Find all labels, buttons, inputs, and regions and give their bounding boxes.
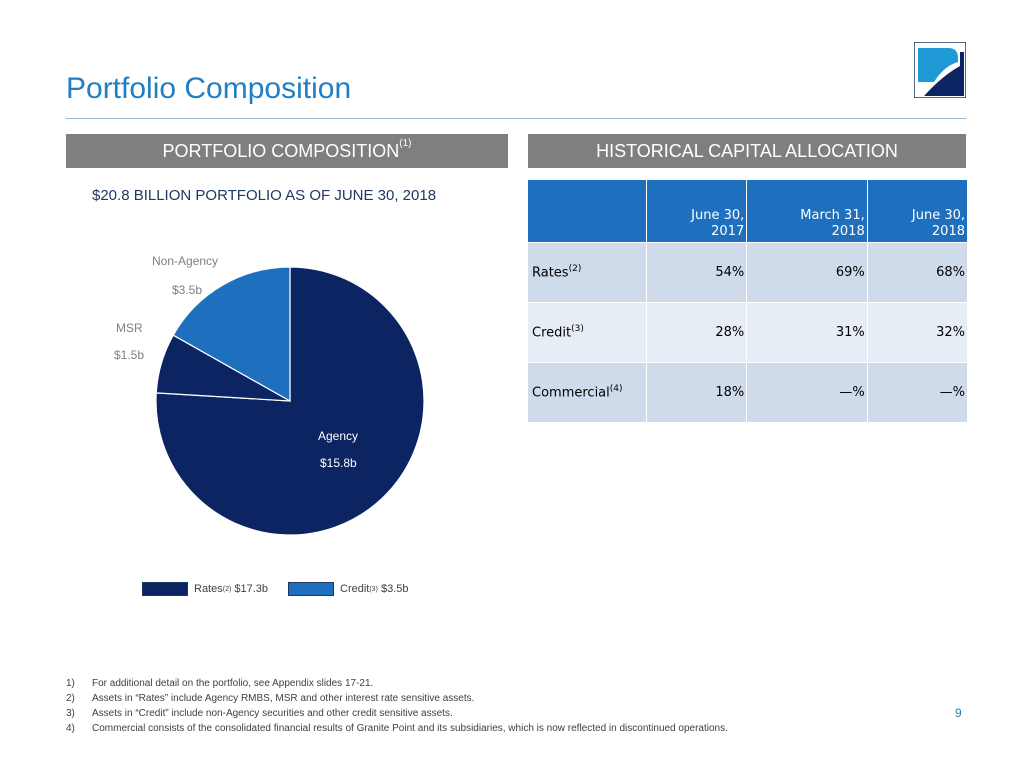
cell-value: 18% — [646, 362, 748, 422]
table-row-credit: Credit(3) 28% 31% 32% — [528, 302, 969, 363]
footnote-2: 2) Assets in “Rates” include Agency RMBS,… — [66, 693, 475, 704]
pie-label-agency-name: Agency — [318, 429, 359, 443]
footnote-3: 3) Assets in “Credit” include non-Agency … — [66, 708, 453, 719]
table-header-jun-2017: June 30, 2017 — [646, 180, 748, 243]
legend-sup-credit: (3) — [369, 585, 378, 593]
legend-swatch-rates — [142, 582, 188, 596]
legend-label-credit: Credit — [340, 583, 370, 595]
footnote-4: 4) Commercial consists of the consolidate… — [66, 723, 728, 734]
table-header-row: June 30, 2017 March 31, 2018 June 30, 2018 — [528, 180, 969, 243]
company-logo — [914, 42, 966, 98]
footnote-1: 1) For additional detail on the portfolio… — [66, 678, 374, 689]
table-header-jun-2018: June 30, 2018 — [867, 180, 969, 243]
historical-capital-allocation-header-text: HISTORICAL CAPITAL ALLOCATION — [596, 141, 898, 161]
page-number: 9 — [955, 706, 962, 720]
historical-capital-allocation-header: HISTORICAL CAPITAL ALLOCATION — [528, 134, 966, 168]
pie-label-msr-name: MSR — [116, 321, 143, 335]
footnotes: 1) For additional detail on the portfolio… — [66, 676, 728, 736]
portfolio-subtitle: $20.8 BILLION PORTFOLIO AS OF JUNE 30, 2… — [92, 187, 437, 204]
cell-value: 28% — [646, 302, 748, 363]
row-label: Credit(3) — [528, 302, 647, 363]
table-header-blank — [528, 180, 647, 243]
capital-allocation-table: June 30, 2017 March 31, 2018 June 30, 2018 … — [528, 180, 969, 422]
cell-value: —% — [746, 362, 868, 422]
page-title: Portfolio Composition — [66, 72, 352, 105]
portfolio-composition-header-text: PORTFOLIO COMPOSITION — [162, 141, 400, 161]
row-label: Commercial(4) — [528, 362, 647, 422]
row-label: Rates(2) — [528, 242, 647, 303]
header-footnote-ref: (1) — [399, 138, 412, 149]
legend-item-credit: Credit (3) $3.5b — [288, 582, 409, 596]
cell-value: —% — [867, 362, 969, 422]
cell-value: 32% — [867, 302, 969, 363]
table-row-rates: Rates(2) 54% 69% 68% — [528, 242, 969, 303]
cell-value: 54% — [646, 242, 748, 303]
pie-label-msr-value: $1.5b — [114, 348, 145, 362]
legend-value-credit: $3.5b — [380, 583, 409, 595]
pie-label-agency-value: $15.8b — [320, 456, 357, 470]
cell-value: 31% — [746, 302, 868, 363]
legend-item-rates: Rates (2) $17.3b — [142, 582, 268, 596]
table-row-commercial: Commercial(4) 18% —% —% — [528, 362, 969, 422]
table-header-mar-2018: March 31, 2018 — [746, 180, 868, 243]
cell-value: 69% — [746, 242, 868, 303]
legend-label-rates: Rates — [194, 583, 223, 595]
title-divider — [66, 118, 966, 119]
legend-swatch-credit — [288, 582, 334, 596]
legend-value-rates: $17.3b — [234, 583, 269, 595]
pie-slice-non-agency — [172, 266, 291, 403]
cell-value: 68% — [867, 242, 969, 303]
legend-sup-rates: (2) — [222, 585, 232, 593]
portfolio-composition-header: PORTFOLIO COMPOSITION(1) — [66, 134, 508, 168]
pie-label-non-agency-value: $3.5b — [172, 283, 203, 297]
pie-label-non-agency-name: Non-Agency — [152, 254, 219, 268]
portfolio-pie-chart — [155, 266, 425, 536]
